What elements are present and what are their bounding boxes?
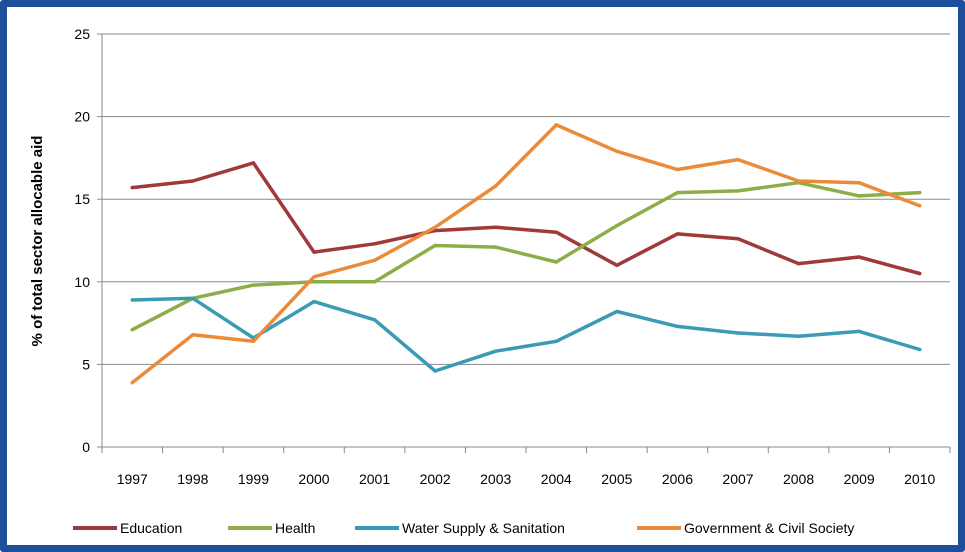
- data-point-water-supply-sanitation: [736, 331, 740, 335]
- data-point-water-supply-sanitation: [796, 334, 801, 339]
- data-point-education: [918, 271, 922, 276]
- x-tick-label-2002: 2002: [420, 471, 451, 487]
- data-point-water-supply-sanitation: [857, 329, 861, 334]
- data-point-education: [857, 255, 861, 259]
- data-point-government-civil-society: [312, 275, 316, 279]
- data-point-education: [736, 237, 740, 241]
- data-point-water-supply-sanitation: [615, 309, 619, 314]
- legend: Education Health Water Supply & Sanitation…: [73, 520, 854, 536]
- y-tick-label: 15: [74, 191, 90, 207]
- y-tick-labels: 0 5 10 15 20 25: [74, 26, 90, 455]
- y-tick-label: 5: [82, 356, 90, 372]
- data-point-government-civil-society: [130, 380, 134, 385]
- data-point-health: [857, 194, 861, 198]
- data-point-health: [312, 280, 316, 284]
- data-point-water-supply-sanitation: [372, 318, 377, 322]
- data-point-water-supply-sanitation: [918, 347, 922, 352]
- y-tick-label: 25: [74, 26, 90, 42]
- axes: [97, 33, 951, 453]
- x-tick-label-2007: 2007: [722, 471, 753, 487]
- data-point-government-civil-society: [736, 157, 740, 162]
- x-tick-label-2005: 2005: [601, 471, 632, 487]
- data-point-health: [554, 260, 558, 264]
- x-tick-label-2010: 2010: [904, 471, 935, 487]
- data-point-government-civil-society: [796, 179, 801, 183]
- x-tick-label-2009: 2009: [844, 471, 875, 487]
- data-point-health: [675, 190, 680, 195]
- data-point-health: [251, 283, 256, 287]
- x-tick-label-1997: 1997: [117, 471, 148, 487]
- x-tick-label-2006: 2006: [662, 471, 693, 487]
- data-point-government-civil-society: [494, 184, 498, 188]
- x-tick-label-2004: 2004: [541, 471, 572, 487]
- data-point-education: [615, 263, 619, 267]
- data-point-water-supply-sanitation: [191, 296, 195, 301]
- data-point-education: [796, 261, 801, 266]
- data-point-education: [372, 242, 377, 246]
- data-point-health: [130, 328, 134, 332]
- data-point-government-civil-society: [433, 225, 437, 229]
- x-tick-label-2008: 2008: [783, 471, 814, 487]
- data-point-water-supply-sanitation: [433, 369, 437, 373]
- data-point-water-supply-sanitation: [675, 324, 680, 329]
- data-point-water-supply-sanitation: [312, 299, 316, 304]
- gridlines: [102, 33, 950, 365]
- y-tick-label: 20: [74, 109, 90, 125]
- data-point-government-civil-society: [372, 258, 377, 263]
- x-tick-label-2003: 2003: [480, 471, 511, 487]
- series-lines: [130, 123, 922, 385]
- x-tick-label-2001: 2001: [359, 471, 390, 487]
- data-point-education: [251, 161, 256, 165]
- x-tick-label-1998: 1998: [177, 471, 208, 487]
- y-tick-label: 10: [74, 274, 90, 290]
- series-line-education: [130, 161, 922, 276]
- legend-label-government-civil-society: Government & Civil Society: [684, 520, 854, 536]
- data-point-government-civil-society: [857, 180, 861, 185]
- data-point-water-supply-sanitation: [130, 298, 134, 302]
- data-point-health: [494, 245, 498, 249]
- series-line-government-civil-society: [130, 123, 922, 385]
- legend-label-education: Education: [120, 520, 182, 536]
- data-point-government-civil-society: [554, 123, 558, 127]
- data-point-education: [494, 225, 498, 229]
- x-tick-label-1999: 1999: [238, 471, 269, 487]
- legend-label-water-supply-sanitation: Water Supply & Sanitation: [402, 520, 565, 536]
- data-point-health: [615, 223, 619, 228]
- data-point-government-civil-society: [251, 339, 256, 343]
- x-tick-labels: 1997 1998 1999 2000 2001 2002 2003 2004 2005 2006…: [117, 471, 936, 487]
- y-tick-label: 0: [82, 439, 90, 455]
- legend-label-health: Health: [275, 520, 315, 536]
- data-point-government-civil-society: [918, 204, 922, 208]
- data-point-education: [675, 232, 680, 236]
- data-point-water-supply-sanitation: [494, 349, 498, 353]
- series-line-health: [130, 180, 922, 332]
- data-point-government-civil-society: [191, 332, 195, 337]
- series-line-water-supply-sanitation: [130, 296, 922, 373]
- data-point-health: [372, 280, 377, 284]
- data-point-education: [312, 250, 316, 254]
- data-point-education: [130, 185, 134, 190]
- data-point-health: [433, 243, 437, 248]
- data-point-education: [433, 228, 437, 233]
- data-point-health: [736, 189, 740, 193]
- data-point-government-civil-society: [615, 149, 619, 153]
- y-axis-label: % of total sector allocable aid: [29, 136, 46, 347]
- data-point-education: [554, 230, 558, 234]
- data-point-government-civil-society: [675, 167, 680, 172]
- x-tick-label-2000: 2000: [298, 471, 329, 487]
- data-point-health: [918, 190, 922, 195]
- data-point-education: [191, 179, 195, 183]
- data-point-water-supply-sanitation: [554, 339, 558, 343]
